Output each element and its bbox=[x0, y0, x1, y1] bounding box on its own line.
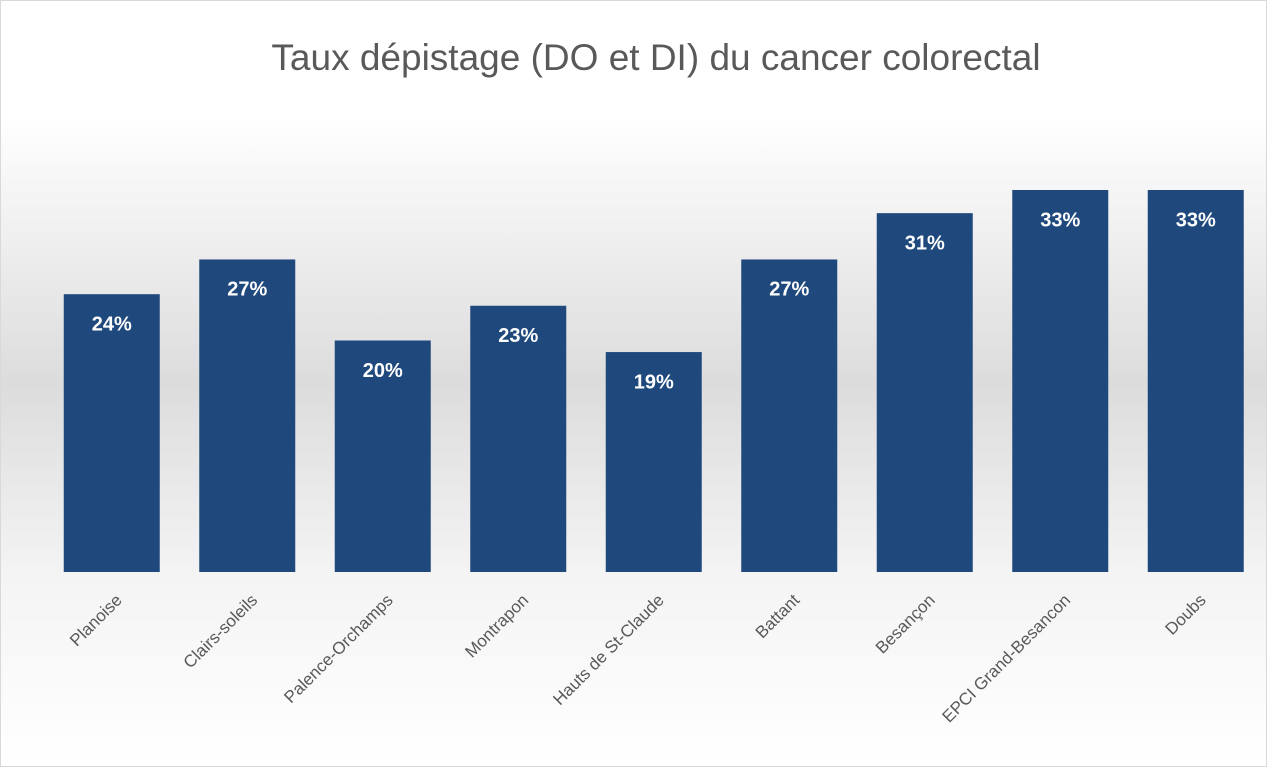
data-label: 27% bbox=[227, 279, 267, 301]
data-label: 24% bbox=[92, 313, 132, 335]
bar bbox=[334, 340, 431, 572]
data-label: 31% bbox=[905, 232, 945, 254]
bar bbox=[199, 259, 296, 572]
bar bbox=[63, 294, 160, 572]
data-label: 23% bbox=[498, 325, 538, 347]
chart-title: Taux dépistage (DO et DI) du cancer colo… bbox=[271, 37, 1040, 78]
data-label: 27% bbox=[769, 279, 809, 301]
bar bbox=[1012, 190, 1109, 572]
bar bbox=[605, 352, 702, 572]
bar bbox=[741, 259, 838, 572]
data-label: 20% bbox=[363, 360, 403, 382]
data-label: 33% bbox=[1040, 209, 1080, 231]
data-label: 19% bbox=[634, 371, 674, 393]
bar bbox=[876, 213, 973, 572]
data-label: 33% bbox=[1176, 209, 1216, 231]
bar bbox=[1147, 190, 1244, 572]
bar bbox=[470, 305, 567, 572]
